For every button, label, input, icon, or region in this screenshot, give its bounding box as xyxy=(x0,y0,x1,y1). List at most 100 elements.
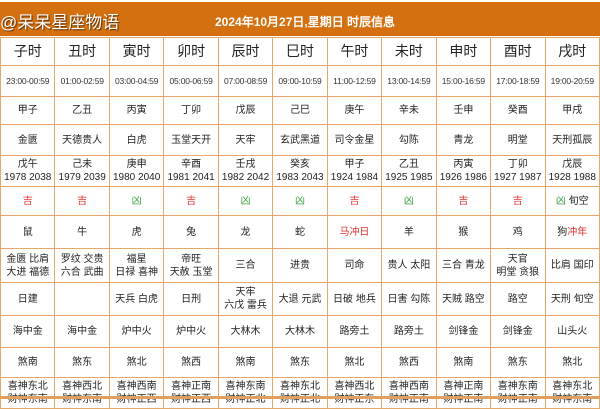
cell-name: 酉时 xyxy=(490,37,546,66)
cell-time: 19:00-20:59 xyxy=(544,65,600,97)
bad-text: 天贼 路空 xyxy=(441,293,485,305)
good-text: 明堂 贪狼 xyxy=(496,266,540,278)
zodiac-text: 鼠 xyxy=(22,226,33,238)
nayin-row: 海中金 海中金 炉中火 炉中火 大林木 大林木 路旁土 路旁土 剑锋金 剑锋金 山头火 xyxy=(0,315,600,348)
cell-bad: 大退 元武 xyxy=(272,282,328,316)
cell-name: 子时 xyxy=(0,37,56,66)
cell-good: 天官 明堂 贪狼 xyxy=(490,248,546,283)
chong-text: 1978 2038 xyxy=(4,172,52,183)
cell-bad xyxy=(54,282,110,316)
cell-xicai: 喜神东北 财神东南 xyxy=(544,377,600,409)
cell-sha: 煞北 xyxy=(326,347,383,378)
cell-xicai: 喜神东南 财神正北 xyxy=(217,377,274,409)
gz-text: 己巳 xyxy=(289,105,310,116)
xicai-text: 喜神西南 xyxy=(388,381,429,392)
bottom-border xyxy=(0,396,600,399)
chong-text: 1982 2042 xyxy=(221,172,270,183)
zodiac-text: 羊 xyxy=(403,226,414,238)
bad-text: 日刑 xyxy=(181,293,202,305)
cell-time: 03:00-04:59 xyxy=(108,65,165,97)
cell-time: 13:00-14:59 xyxy=(381,65,437,97)
cell-gz: 戊辰 xyxy=(217,96,274,125)
chong-text: 1927 1987 xyxy=(494,172,542,183)
luck-text: 吉 xyxy=(77,195,88,207)
name-text: 巳时 xyxy=(285,43,314,59)
cell-shen: 明堂 xyxy=(490,124,546,156)
chong-text: 1925 1985 xyxy=(385,172,433,183)
gz-text: 庚午 xyxy=(344,105,365,116)
bad-text: 日害 勾陈 xyxy=(387,293,431,305)
chong-text: 1981 2041 xyxy=(167,172,215,183)
chong-text: 庚申 xyxy=(126,159,147,170)
zodiac-row: 鼠 牛 虎 兔 龙 蛇 马冲日 羊 猴 鸡 狗冲年 xyxy=(0,215,600,249)
cell-time: 23:00-00:59 xyxy=(0,65,56,97)
good-text: 日禄 喜神 xyxy=(115,266,159,278)
cell-name: 午时 xyxy=(326,37,383,66)
cell-zodiac: 猴 xyxy=(435,215,492,249)
cell-shen: 勾陈 xyxy=(381,124,437,156)
shen-text: 金匮 xyxy=(17,134,38,146)
cell-xicai: 喜神东南 财神正南 xyxy=(490,377,546,409)
name-text: 丑时 xyxy=(68,43,97,59)
cell-chong: 庚申 1980 2040 xyxy=(108,155,165,187)
xicai-text: 喜神西北 xyxy=(334,381,375,392)
cell-xicai: 喜神正南 财神正西 xyxy=(163,377,219,409)
time-text: 13:00-14:59 xyxy=(387,75,431,86)
cell-name: 未时 xyxy=(381,37,437,66)
shen-text: 白虎 xyxy=(126,134,147,146)
cell-name: 辰时 xyxy=(217,37,274,66)
cell-luck: 凶 旬空 xyxy=(544,186,600,216)
chong-text: 辛酉 xyxy=(181,159,202,170)
cell-chong: 壬戌 1982 2042 xyxy=(217,155,274,187)
cell-chong: 甲子 1924 1984 xyxy=(326,155,383,187)
cell-zodiac: 兔 xyxy=(163,215,219,249)
name-text: 辰时 xyxy=(231,43,260,59)
chong-row: 戊午 1978 2038 己未 1979 2039 庚申 1980 2040 辛酉 1981 … xyxy=(0,155,600,187)
cell-shen: 金匮 xyxy=(0,124,56,156)
xicai-text: 喜神西南 xyxy=(116,381,157,392)
cell-sha: 煞北 xyxy=(544,347,600,378)
cell-sha: 煞东 xyxy=(490,347,546,378)
cell-nayin: 山头火 xyxy=(544,315,600,348)
cell-sha: 煞北 xyxy=(108,347,165,378)
good-text: 大进 福德 xyxy=(6,266,50,278)
good-text: 帝旺 xyxy=(181,253,202,265)
cell-xicai: 喜神东北 财神正北 xyxy=(272,377,328,409)
name-text: 未时 xyxy=(394,43,423,59)
time-text: 17:00-18:59 xyxy=(496,75,540,86)
gz-text: 乙丑 xyxy=(72,105,93,116)
cell-zodiac: 龙 xyxy=(217,215,274,249)
shen-text: 明堂 xyxy=(507,134,528,146)
shen-text: 天德贵人 xyxy=(62,134,103,146)
luck-text: 凶 xyxy=(131,195,142,207)
sha-text: 煞东 xyxy=(507,357,528,368)
bad-text: 路空 xyxy=(507,293,528,305)
time-row: 23:00-00:59 01:00-02:59 03:00-04:59 05:00-0… xyxy=(0,65,600,97)
cell-zodiac: 鼠 xyxy=(0,215,56,249)
chong-text: 丙寅 xyxy=(453,159,474,170)
chong-text: 癸亥 xyxy=(289,159,310,170)
cell-gz: 己巳 xyxy=(272,96,328,125)
cell-zodiac: 狗冲年 xyxy=(544,215,600,249)
good-text: 贵人 太阳 xyxy=(387,260,431,271)
good-text: 六合 武曲 xyxy=(60,266,104,278)
sha-text: 煞北 xyxy=(344,357,365,368)
sha-text: 煞西 xyxy=(398,357,419,368)
chong-text: 1980 2040 xyxy=(112,172,161,183)
cell-name: 寅时 xyxy=(108,37,165,66)
cell-nayin: 大林木 xyxy=(272,315,328,348)
zodiac-text: 狗 xyxy=(557,226,568,238)
chong-text: 乙丑 xyxy=(398,159,419,170)
luck-text: 凶 xyxy=(403,195,414,207)
zodiac-text: 猴 xyxy=(458,226,469,238)
nayin-text: 剑锋金 xyxy=(502,326,533,337)
cell-shen: 玄武黑道 xyxy=(272,124,328,156)
cell-bad: 日刑 xyxy=(163,282,219,316)
cell-luck: 凶 xyxy=(108,186,165,216)
cell-xicai: 喜神西南 财神正南 xyxy=(381,377,437,409)
xicai-text: 喜神东北 xyxy=(552,381,593,392)
good-text: 进贵 xyxy=(289,260,310,271)
nayin-text: 大林木 xyxy=(230,326,261,337)
cell-sha: 煞南 xyxy=(217,347,274,378)
title-bar: @呆呆星座物语 2024年10月27日,星期日 时辰信息 xyxy=(0,2,600,36)
